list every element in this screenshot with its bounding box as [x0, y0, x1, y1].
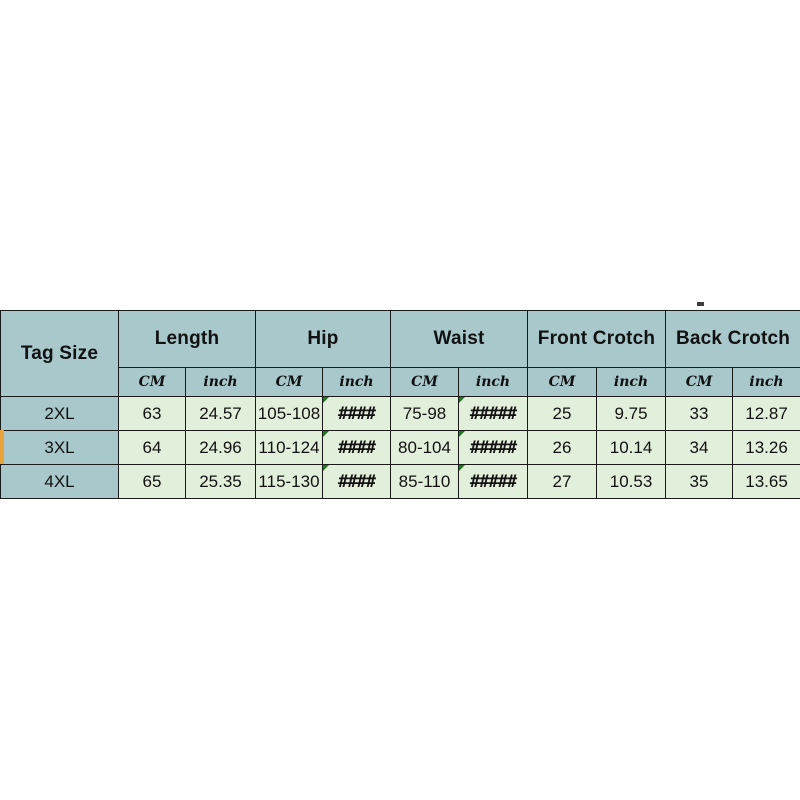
cell-measurement[interactable]: 27 [527, 464, 597, 499]
header-group-back-crotch: Back Crotch [665, 310, 800, 368]
header-unit-inch-9: inch [732, 367, 800, 397]
header-group-hip: Hip [255, 310, 391, 368]
active-row-marker [0, 430, 4, 464]
cell-measurement[interactable]: 105-108 [255, 396, 323, 431]
header-unit-cm-6: CM [527, 367, 597, 397]
cell-measurement[interactable]: 85-110 [390, 464, 459, 499]
header-unit-cm-4: CM [390, 367, 459, 397]
cell-measurement[interactable]: 13.26 [732, 430, 800, 465]
table-row[interactable]: 3XL 64 24.96 110-124 #### 80-104 ##### 26 10.14 3… [0, 430, 800, 465]
cell-measurement[interactable]: 63 [118, 396, 186, 431]
table-row[interactable]: 2XL 63 24.57 105-108 #### 75-98 ##### 25 9.75 33 1… [0, 396, 800, 431]
unit-header-row: CM inch CM inch CM inch CM inch CM inch [1, 367, 800, 397]
cell-tag-size[interactable]: 3XL [0, 430, 119, 465]
header-unit-cm-2: CM [255, 367, 323, 397]
header-unit-cm-0: CM [118, 367, 186, 397]
cell-tag-size[interactable]: 4XL [0, 464, 119, 499]
cell-measurement[interactable]: 115-130 [255, 464, 323, 499]
cell-measurement[interactable]: 75-98 [390, 396, 459, 431]
cell-measurement[interactable]: 13.65 [732, 464, 800, 499]
cell-measurement[interactable]: 12.87 [732, 396, 800, 431]
header-unit-inch-1: inch [185, 367, 256, 397]
cell-value: ##### [469, 437, 517, 458]
cell-measurement[interactable]: ##### [458, 396, 528, 431]
size-chart-table: Tag Size Length Hip Waist Front Crotch Back C… [0, 310, 800, 499]
cell-measurement[interactable]: 65 [118, 464, 186, 499]
error-triangle-icon [459, 465, 465, 471]
cell-tag-size[interactable]: 2XL [0, 396, 119, 431]
cell-measurement[interactable]: ##### [458, 430, 528, 465]
header-group-length: Length [118, 310, 256, 368]
error-triangle-icon [459, 431, 465, 437]
error-triangle-icon [459, 397, 465, 403]
error-triangle-icon [323, 431, 329, 437]
header-tag-size: Tag Size [0, 310, 119, 397]
cell-value: #### [338, 403, 376, 424]
cell-measurement[interactable]: 25.35 [185, 464, 256, 499]
error-triangle-icon [323, 397, 329, 403]
cell-measurement[interactable]: ##### [458, 464, 528, 499]
cell-value: ##### [469, 403, 517, 424]
group-header-row: Tag Size Length Hip Waist Front Crotch Back C… [0, 310, 800, 397]
cell-value: #### [338, 437, 376, 458]
cell-measurement[interactable]: 10.53 [595, 464, 667, 499]
cell-measurement[interactable]: #### [322, 396, 391, 431]
cell-measurement[interactable]: 35 [665, 464, 734, 499]
cell-measurement[interactable]: 110-124 [255, 430, 323, 465]
cell-measurement[interactable]: 25 [527, 396, 597, 431]
header-unit-inch-3: inch [322, 367, 391, 397]
header-unit-inch-5: inch [458, 367, 528, 397]
measurements-table: Tag Size Length Hip Waist Front Crotch Back C… [0, 310, 800, 499]
table-row[interactable]: 4XL 65 25.35 115-130 #### 85-110 ##### 27 10.53 3… [0, 464, 800, 499]
header-unit-inch-7: inch [595, 367, 667, 397]
cell-measurement[interactable]: 80-104 [390, 430, 459, 465]
cell-measurement[interactable]: 34 [665, 430, 734, 465]
cell-measurement[interactable]: 9.75 [595, 396, 667, 431]
cell-value: ##### [469, 471, 517, 492]
cell-measurement[interactable]: #### [322, 464, 391, 499]
cell-measurement[interactable]: #### [322, 430, 391, 465]
error-triangle-icon [323, 465, 329, 471]
cell-measurement[interactable]: 10.14 [595, 430, 667, 465]
cell-measurement[interactable]: 26 [527, 430, 597, 465]
header-group-waist: Waist [390, 310, 528, 368]
header-unit-cm-8: CM [665, 367, 734, 397]
header-group-front-crotch: Front Crotch [526, 310, 667, 368]
cell-value: #### [338, 471, 376, 492]
cell-measurement[interactable]: 64 [118, 430, 186, 465]
cell-measurement[interactable]: 24.96 [185, 430, 256, 465]
cell-measurement[interactable]: 24.57 [185, 396, 256, 431]
cell-measurement[interactable]: 33 [665, 396, 734, 431]
clipped-content-artifact [697, 302, 704, 306]
